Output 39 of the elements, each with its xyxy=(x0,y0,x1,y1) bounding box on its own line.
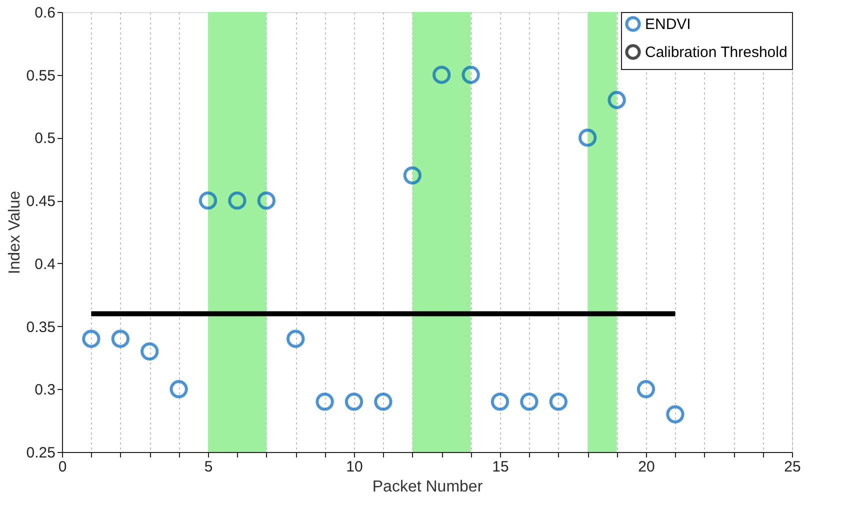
point xyxy=(490,392,510,411)
y-tick-label: 0.55 xyxy=(26,67,56,84)
point xyxy=(432,66,451,84)
y-tick-label: 0.35 xyxy=(26,318,56,336)
y-tick-label: 0.45 xyxy=(26,193,56,210)
y-tick-label: 0.25 xyxy=(26,444,56,462)
point xyxy=(228,192,246,210)
y-tick-label: 0.5 xyxy=(34,130,56,148)
x-tick-label: 25 xyxy=(784,458,801,476)
point xyxy=(316,392,334,411)
point xyxy=(170,380,188,398)
point xyxy=(374,392,392,411)
point xyxy=(578,128,597,147)
y-tick-label: 0.6 xyxy=(34,4,56,22)
x-axis-title: Packet Number xyxy=(372,478,484,496)
point xyxy=(520,392,538,411)
x-tick-label: 5 xyxy=(204,458,213,476)
x-tick-label: 10 xyxy=(346,458,363,476)
point xyxy=(608,90,626,110)
legend-label: Calibration Threshold xyxy=(645,44,788,61)
point xyxy=(549,392,568,411)
point xyxy=(82,330,100,348)
y-tick-label: 0.3 xyxy=(34,382,56,399)
point xyxy=(140,342,159,360)
point xyxy=(111,330,130,348)
x-tick-label: 15 xyxy=(492,458,509,476)
point xyxy=(403,166,422,184)
point xyxy=(666,405,684,424)
point xyxy=(636,380,656,398)
point xyxy=(286,330,305,348)
point xyxy=(462,66,480,84)
y-tick-label: 0.4 xyxy=(34,256,56,273)
point xyxy=(257,192,276,210)
point xyxy=(198,192,218,210)
x-tick-label: 0 xyxy=(58,458,67,476)
x-tick-label: 20 xyxy=(638,458,655,476)
legend-label: ENDVI xyxy=(645,16,691,33)
y-axis-title: Index Value xyxy=(6,190,24,274)
point xyxy=(344,392,364,411)
